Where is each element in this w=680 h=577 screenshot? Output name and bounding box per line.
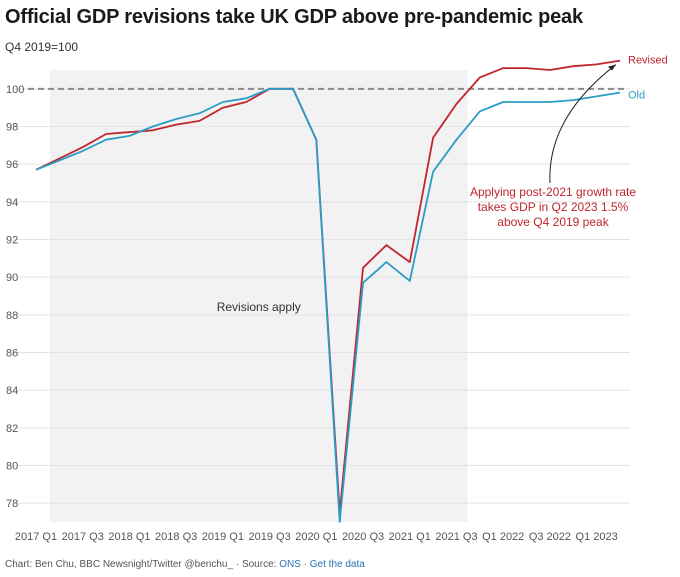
y-tick-label: 78	[6, 498, 18, 510]
x-tick-label: 2018 Q1	[108, 531, 150, 543]
x-tick-label: 2017 Q3	[62, 531, 104, 543]
chart-title: Official GDP revisions take UK GDP above…	[5, 6, 583, 28]
series-label-revised: Revised	[628, 55, 668, 67]
annotation-text: Applying post-2021 growth rate	[470, 185, 636, 199]
x-tick-label: 2020 Q1	[295, 531, 337, 543]
chart-footer: Chart: Ben Chu, BBC Newsnight/Twitter @b…	[5, 559, 365, 570]
y-tick-label: 100	[6, 84, 24, 96]
x-tick-label: 2017 Q1	[15, 531, 57, 543]
get-data-link[interactable]: Get the data	[309, 559, 365, 570]
annotation-text: above Q4 2019 peak	[497, 215, 609, 229]
gdp-line-chart: 78 80 82 84 86 88 90 92 94 96 98 100 2017 Q1 2017 Q3 2…	[6, 55, 668, 543]
chart-credit: Chart: Ben Chu, BBC Newsnight/Twitter @b…	[5, 559, 234, 570]
footer-separator: ·	[235, 559, 240, 570]
x-tick-label: 2021 Q3	[435, 531, 477, 543]
x-tick-label: 2019 Q1	[202, 531, 244, 543]
annotation-arrow	[549, 64, 617, 184]
y-tick-label: 88	[6, 310, 18, 322]
y-tick-label: 94	[6, 197, 18, 209]
series-label-old: Old	[628, 90, 645, 102]
y-tick-label: 90	[6, 272, 18, 284]
footer-separator: ·	[303, 559, 307, 570]
source-prefix: Source:	[241, 559, 277, 570]
y-tick-label: 82	[6, 423, 18, 435]
x-tick-label: Q3 2022	[529, 531, 571, 543]
x-tick-label: Q1 2022	[482, 531, 524, 543]
x-tick-label: 2020 Q3	[342, 531, 384, 543]
y-tick-label: 96	[6, 159, 18, 171]
region-label: Revisions apply	[217, 300, 301, 314]
y-tick-label: 86	[6, 348, 18, 360]
y-tick-label: 92	[6, 235, 18, 247]
y-tick-label: 84	[6, 385, 18, 397]
annotation-arrowhead	[608, 64, 616, 71]
shaded-region	[50, 70, 468, 522]
chart-subtitle: Q4 2019=100	[5, 40, 79, 54]
x-tick-label: 2018 Q3	[155, 531, 197, 543]
annotation-text: takes GDP in Q2 2023 1.5%	[478, 200, 629, 214]
source-link[interactable]: ONS	[279, 559, 301, 570]
x-tick-label: Q1 2023	[576, 531, 618, 543]
x-tick-label: 2021 Q1	[389, 531, 431, 543]
y-tick-label: 80	[6, 461, 18, 473]
series-line-old	[35, 87, 621, 523]
x-tick-label: 2019 Q3	[248, 531, 290, 543]
y-tick-label: 98	[6, 122, 18, 134]
